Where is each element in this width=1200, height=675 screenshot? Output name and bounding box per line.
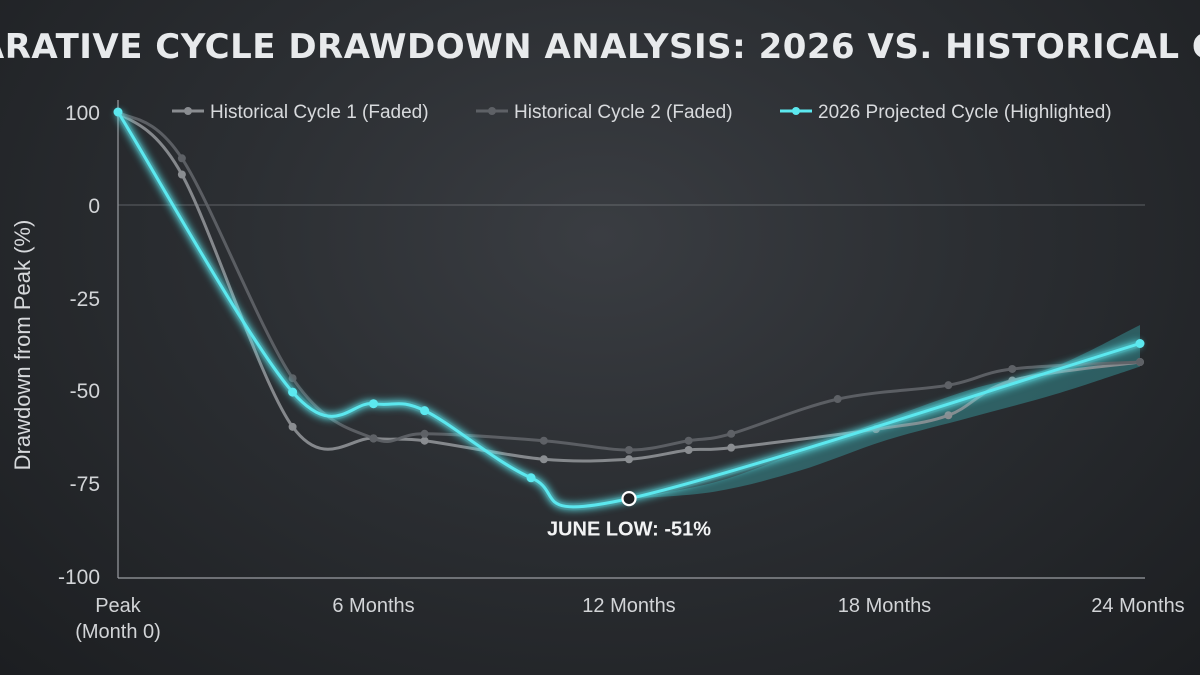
y-tick-label: -50: [70, 380, 100, 403]
data-point: [177, 154, 186, 163]
annotation-marker: [621, 491, 637, 507]
data-point: [369, 434, 378, 443]
data-point: [288, 374, 297, 383]
data-point: [1136, 358, 1144, 367]
series-3: [113, 107, 1145, 511]
axes: [117, 100, 1145, 579]
data-point: [369, 399, 378, 409]
data-point: [684, 436, 693, 445]
chart-title: COMPARATIVE CYCLE DRAWDOWN ANALYSIS: 202…: [0, 27, 1200, 67]
data-point: [539, 455, 548, 464]
data-point: [526, 473, 536, 483]
series-lines: [113, 107, 1145, 511]
x-tick-label: 18 Months: [838, 595, 931, 617]
y-tick-label: 0: [88, 195, 100, 218]
data-point: [420, 429, 429, 438]
data-point: [833, 395, 842, 404]
legend-label: 2026 Projected Cycle (Highlighted): [818, 102, 1112, 123]
legend-swatch-dot: [792, 107, 800, 115]
data-point: [944, 411, 953, 420]
y-tick-label: -75: [70, 473, 100, 496]
series-line: [116, 110, 1142, 509]
data-point: [727, 429, 736, 438]
x-tick-label: 24 Months: [1091, 595, 1184, 617]
data-point: [625, 445, 633, 454]
legend-item-3: 2026 Projected Cycle (Highlighted): [780, 102, 1112, 123]
legend-label: Historical Cycle 1 (Faded): [210, 102, 429, 123]
projection-band: [629, 325, 1140, 499]
annotations: JUNE LOW: -51%: [547, 491, 711, 541]
legend-label: Historical Cycle 2 (Faded): [514, 102, 733, 123]
legend-item-1: Historical Cycle 1 (Faded): [172, 102, 429, 123]
y-axis-label: Drawdown from Peak (%): [10, 220, 35, 471]
y-tick-label: -100: [58, 566, 100, 589]
legend-swatch-dot: [488, 107, 496, 115]
data-point: [1135, 339, 1145, 348]
legend-swatch-dot: [184, 107, 192, 115]
x-tick-label: Peak: [95, 595, 142, 617]
legend-item-2: Historical Cycle 2 (Faded): [476, 102, 733, 123]
x-tick-label: 6 Months: [332, 595, 414, 617]
data-point: [288, 422, 297, 431]
data-point: [944, 381, 953, 390]
legend: Historical Cycle 1 (Faded) Historical Cyc…: [172, 102, 1112, 123]
data-point: [539, 436, 548, 445]
data-point: [1008, 364, 1017, 373]
series-2: [114, 108, 1144, 454]
y-tick-labels: 100 0 -25 -50 -75 -100: [58, 102, 100, 589]
data-point: [177, 170, 186, 179]
x-tick-labels: Peak (Month 0) 6 Months 12 Months 18 Months 2…: [75, 595, 1184, 643]
data-point: [288, 387, 298, 397]
x-tick-sublabel: (Month 0): [75, 621, 161, 643]
data-point: [420, 436, 429, 445]
x-tick-label: 12 Months: [582, 595, 675, 617]
data-point: [727, 443, 736, 452]
annotation-label: JUNE LOW: -51%: [547, 519, 711, 541]
data-point: [625, 455, 633, 464]
data-point: [684, 445, 693, 454]
y-tick-label: -25: [70, 288, 100, 311]
projection-band-area: [629, 325, 1140, 499]
data-point: [420, 406, 430, 416]
y-tick-label: 100: [65, 102, 100, 125]
data-point: [113, 107, 123, 117]
